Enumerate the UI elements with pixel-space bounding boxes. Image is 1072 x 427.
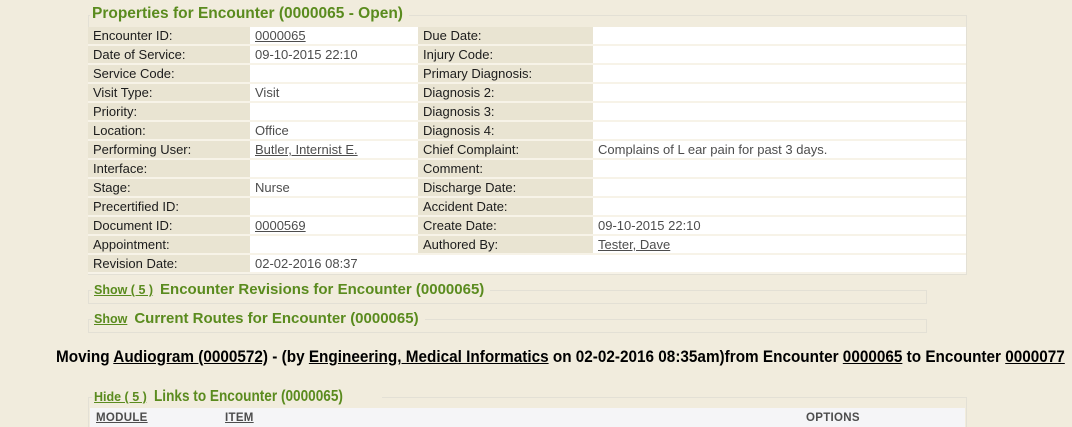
links-hide-toggle[interactable]: Hide ( 5 ) [94, 390, 147, 404]
property-row: Precertified ID: Accident Date: [88, 198, 966, 217]
property-value-link[interactable]: Tester, Dave [593, 236, 966, 253]
property-label: Injury Code: [418, 46, 593, 63]
property-label: Diagnosis 4: [418, 122, 593, 139]
property-row: Priority: Diagnosis 3: [88, 103, 966, 122]
property-label: Revision Date: [88, 255, 250, 272]
property-value: 09-10-2015 22:10 [250, 46, 418, 63]
moving-banner-segment: to Encounter [902, 347, 1006, 366]
moving-banner-link[interactable]: 0000077 [1005, 347, 1065, 366]
property-value-link[interactable]: Butler, Internist E. [250, 141, 418, 158]
properties-table: Encounter ID: 0000065 Due Date: Date of Ser… [88, 27, 966, 274]
moving-banner-segment: - (by [268, 347, 309, 366]
links-title: Links to Encounter (0000065) [153, 388, 343, 405]
property-label: Service Code: [88, 65, 250, 82]
property-row: Stage: Nurse Discharge Date: [88, 179, 966, 198]
links-column-options: OPTIONS [806, 412, 860, 424]
moving-banner-link[interactable]: Engineering, Medical Informatics [308, 347, 549, 366]
links-panel: MODULE ITEM OPTIONS [88, 397, 967, 427]
properties-title: Properties for Encounter (0000065 - Open… [92, 5, 403, 22]
property-label: Appointment: [88, 236, 250, 253]
property-label: Priority: [88, 103, 250, 120]
property-label: Primary Diagnosis: [418, 65, 593, 82]
routes-title: Current Routes for Encounter (0000065) [134, 310, 419, 327]
property-row: Performing User: Butler, Internist E. Chie… [88, 141, 966, 160]
property-label: Date of Service: [88, 46, 250, 63]
property-value [593, 198, 966, 215]
property-label: Interface: [88, 160, 250, 177]
property-label: Diagnosis 3: [418, 103, 593, 120]
property-label: Diagnosis 2: [418, 84, 593, 101]
property-value: Nurse [250, 179, 418, 196]
property-label: Discharge Date: [418, 179, 593, 196]
property-label: Document ID: [88, 217, 250, 234]
property-row: Visit Type: Visit Diagnosis 2: [88, 84, 966, 103]
property-row: Revision Date: 02-02-2016 08:37 [88, 255, 966, 274]
property-value [250, 103, 418, 120]
property-value [250, 198, 418, 215]
property-value [593, 27, 966, 44]
links-column-item[interactable]: ITEM [225, 412, 254, 424]
property-label: Performing User: [88, 141, 250, 158]
links-table-header: MODULE ITEM OPTIONS [90, 408, 965, 427]
property-label: Precertified ID: [88, 198, 250, 215]
routes-section-header: Show Current Routes for Encounter (00000… [92, 310, 425, 327]
moving-banner-link[interactable]: Audiogram (0000572) [113, 347, 269, 366]
property-row: Location: Office Diagnosis 4: [88, 122, 966, 141]
property-label: Chief Complaint: [418, 141, 593, 158]
property-value [593, 122, 966, 139]
moving-banner-segment: on 02-02-2016 08:35am)from Encounter [548, 347, 843, 366]
property-value: 02-02-2016 08:37 [250, 255, 966, 272]
property-label: Location: [88, 122, 250, 139]
property-value [593, 84, 966, 101]
moving-banner: Moving Audiogram (0000572) - (by Enginee… [0, 347, 1072, 367]
property-label: Comment: [418, 160, 593, 177]
links-section-header: Hide ( 5 ) Links to Encounter (0000065) [92, 388, 383, 406]
property-label: Encounter ID: [88, 27, 250, 44]
property-row: Document ID: 0000569 Create Date: 09-10-201… [88, 217, 966, 236]
property-label: Visit Type: [88, 84, 250, 101]
property-value [593, 179, 966, 196]
property-value: Visit [250, 84, 418, 101]
property-label: Create Date: [418, 217, 593, 234]
revisions-section-header: Show ( 5 ) Encounter Revisions for Encou… [92, 281, 491, 298]
routes-panel [88, 319, 927, 333]
property-value [250, 236, 418, 253]
property-value: Complains of L ear pain for past 3 days. [593, 141, 966, 158]
property-value-link[interactable]: 0000569 [250, 217, 418, 234]
property-value [593, 46, 966, 63]
moving-banner-segment: Moving [56, 347, 114, 366]
property-row: Date of Service: 09-10-2015 22:10 Injury C… [88, 46, 966, 65]
property-label: Authored By: [418, 236, 593, 253]
revisions-show-toggle[interactable]: Show ( 5 ) [94, 283, 154, 297]
property-value [593, 160, 966, 177]
property-row: Interface: Comment: [88, 160, 966, 179]
property-row: Service Code: Primary Diagnosis: [88, 65, 966, 84]
property-value: 09-10-2015 22:10 [593, 217, 966, 234]
property-value: Office [250, 122, 418, 139]
property-value [593, 103, 966, 120]
revisions-title: Encounter Revisions for Encounter (00000… [160, 281, 485, 298]
property-row: Appointment: Authored By: Tester, Dave [88, 236, 966, 255]
routes-show-toggle[interactable]: Show [94, 312, 128, 326]
property-label: Accident Date: [418, 198, 593, 215]
property-value-link[interactable]: 0000065 [250, 27, 418, 44]
moving-banner-link[interactable]: 0000065 [842, 347, 903, 366]
property-value [250, 160, 418, 177]
moving-banner-text: Moving Audiogram (0000572) - (by Enginee… [56, 347, 1065, 367]
property-row: Encounter ID: 0000065 Due Date: [88, 27, 966, 46]
property-value [593, 65, 966, 82]
property-value [250, 65, 418, 82]
revisions-panel [88, 290, 927, 304]
links-column-module[interactable]: MODULE [96, 412, 148, 424]
property-label: Due Date: [418, 27, 593, 44]
properties-section-header: Properties for Encounter (0000065 - Open… [90, 5, 409, 23]
property-label: Stage: [88, 179, 250, 196]
